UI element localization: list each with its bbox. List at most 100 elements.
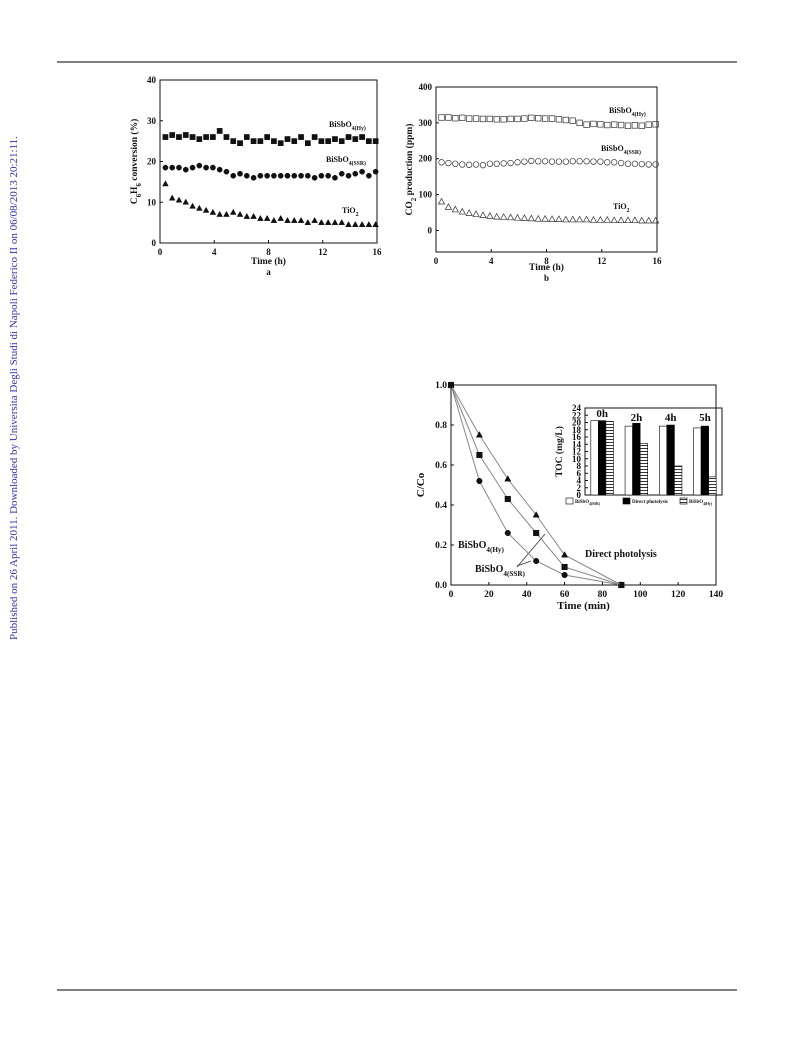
marker bbox=[548, 115, 556, 122]
marker bbox=[271, 172, 277, 179]
marker bbox=[444, 203, 453, 210]
x-tick-label: 140 bbox=[709, 590, 724, 600]
marker bbox=[366, 172, 372, 179]
x-tick-label: 12 bbox=[597, 256, 607, 266]
marker bbox=[345, 221, 352, 227]
marker bbox=[277, 140, 284, 147]
label-text: BiSbO bbox=[609, 106, 632, 115]
marker bbox=[520, 214, 529, 221]
marker bbox=[576, 119, 583, 127]
marker bbox=[304, 140, 311, 147]
marker bbox=[504, 475, 512, 482]
y-tick-label: 0.6 bbox=[435, 461, 447, 471]
marker bbox=[500, 116, 507, 123]
label-text: TiO bbox=[613, 202, 627, 211]
legend-label: BiSbO4(Hy) bbox=[689, 500, 713, 506]
x-axis-label: Time (h) bbox=[251, 256, 286, 267]
marker bbox=[203, 134, 209, 140]
marker bbox=[459, 161, 466, 168]
series-line bbox=[450, 384, 622, 586]
marker bbox=[583, 121, 590, 128]
x-tick-label: 120 bbox=[671, 590, 686, 600]
legend-swatch bbox=[679, 497, 688, 505]
marker bbox=[237, 140, 243, 147]
y-axis-label: TOC (mg/L) bbox=[554, 426, 565, 477]
marker bbox=[597, 158, 604, 165]
marker bbox=[304, 218, 312, 225]
marker bbox=[162, 134, 169, 140]
side-note: Published on 26 April 2011. Downloaded b… bbox=[8, 136, 20, 640]
marker bbox=[298, 134, 304, 140]
marker bbox=[169, 164, 176, 171]
marker bbox=[561, 571, 568, 579]
marker bbox=[533, 557, 540, 565]
marker bbox=[561, 551, 569, 558]
y-tick-label: 20 bbox=[147, 157, 157, 167]
series-label: BiSbO4(SSR) bbox=[326, 155, 366, 167]
marker bbox=[569, 158, 576, 165]
bar bbox=[605, 421, 614, 496]
marker bbox=[169, 132, 176, 138]
x-axis-label: Time (h) bbox=[529, 262, 564, 273]
marker bbox=[189, 134, 196, 140]
marker bbox=[304, 172, 311, 179]
marker bbox=[493, 160, 500, 167]
x-tick-label: 4 bbox=[489, 256, 494, 266]
marker bbox=[507, 115, 514, 123]
y-tick-label: 30 bbox=[147, 116, 157, 126]
label-text: BiSbO bbox=[326, 155, 349, 164]
marker bbox=[210, 164, 216, 171]
marker bbox=[514, 115, 521, 123]
marker bbox=[521, 158, 528, 165]
y-tick-label: 8 bbox=[577, 461, 582, 471]
x-tick-label: 100 bbox=[633, 590, 648, 600]
marker bbox=[561, 563, 568, 571]
subscript: 4(SSR) bbox=[624, 149, 641, 156]
marker bbox=[548, 215, 556, 222]
marker bbox=[263, 214, 271, 221]
x-tick-label: 0 bbox=[434, 256, 439, 266]
x-tick-label: 12 bbox=[318, 247, 328, 257]
marker bbox=[223, 210, 230, 217]
y-tick-label: 20 bbox=[572, 418, 582, 428]
bar bbox=[693, 427, 702, 496]
series-label: TiO2 bbox=[342, 206, 359, 218]
label-text: C bbox=[130, 197, 140, 204]
marker bbox=[576, 158, 583, 165]
legend-swatch bbox=[565, 497, 574, 505]
marker bbox=[624, 122, 632, 129]
y-tick-label: 4 bbox=[577, 476, 582, 486]
marker bbox=[182, 132, 189, 138]
x-tick-label: 20 bbox=[484, 590, 494, 600]
marker bbox=[175, 196, 183, 203]
label-text: C/Co bbox=[415, 472, 427, 497]
x-tick-label: 16 bbox=[373, 247, 383, 257]
marker bbox=[284, 216, 291, 223]
marker bbox=[555, 215, 563, 222]
x-tick-label: 80 bbox=[598, 590, 608, 600]
marker bbox=[338, 138, 345, 144]
marker bbox=[325, 138, 332, 144]
marker bbox=[332, 136, 338, 142]
series-label: BiSbO4(SSR) bbox=[601, 144, 641, 156]
marker bbox=[250, 212, 257, 219]
marker bbox=[189, 164, 196, 171]
label-text: Direct photolysis bbox=[585, 549, 657, 560]
marker bbox=[437, 197, 446, 205]
marker bbox=[452, 160, 459, 167]
marker bbox=[479, 162, 487, 169]
marker bbox=[476, 451, 483, 459]
marker bbox=[438, 114, 445, 121]
marker bbox=[210, 134, 216, 140]
y-tick-label: 0.2 bbox=[435, 541, 447, 551]
marker bbox=[562, 215, 570, 223]
marker bbox=[555, 116, 563, 123]
marker bbox=[500, 213, 508, 220]
marker bbox=[645, 216, 653, 224]
figure-caption: a bbox=[266, 267, 271, 277]
marker bbox=[284, 136, 291, 142]
bar bbox=[639, 443, 648, 496]
marker bbox=[472, 115, 480, 122]
marker bbox=[182, 166, 189, 173]
marker bbox=[500, 160, 507, 167]
